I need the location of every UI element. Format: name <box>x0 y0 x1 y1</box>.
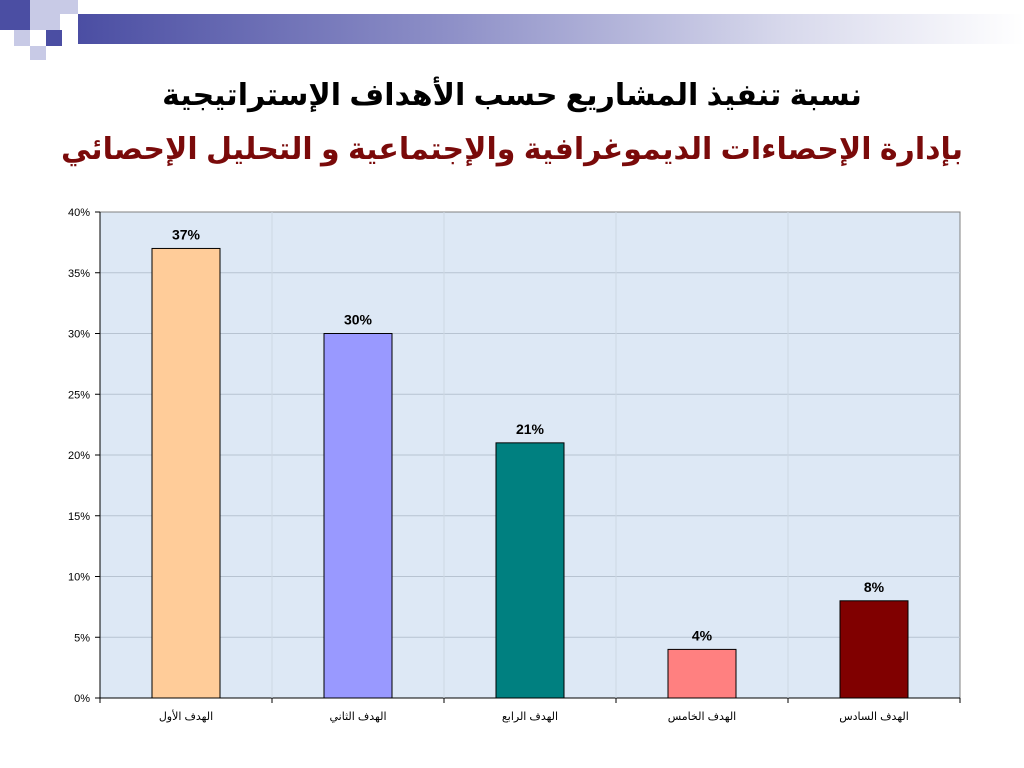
deco-square <box>30 46 46 60</box>
data-label: 21% <box>516 421 545 437</box>
y-tick-label: 5% <box>74 632 90 644</box>
category-label: الهدف الأول <box>159 709 213 723</box>
slide-decoration <box>0 0 1024 60</box>
data-label: 4% <box>692 627 713 643</box>
slide-title: نسبة تنفيذ المشاريع حسب الأهداف الإسترات… <box>162 79 862 112</box>
deco-square <box>46 30 62 46</box>
category-label: الهدف الرابع <box>502 711 558 723</box>
y-tick-label: 30% <box>68 329 90 341</box>
category-label: الهدف الخامس <box>668 711 737 723</box>
y-tick-label: 10% <box>68 572 90 584</box>
deco-square <box>30 0 60 30</box>
y-tick-label: 20% <box>68 450 90 462</box>
category-label: الهدف الثاني <box>329 711 386 723</box>
data-label: 30% <box>344 312 373 328</box>
category-label: الهدف السادس <box>839 711 909 723</box>
bar <box>495 442 565 699</box>
y-tick-label: 15% <box>68 511 90 523</box>
bar <box>839 600 909 699</box>
deco-square <box>0 0 30 30</box>
slide-subtitle: بإدارة الإحصاءات الديموغرافية والإجتماعي… <box>60 133 964 166</box>
bar <box>151 247 221 699</box>
y-tick-label: 40% <box>68 207 90 219</box>
deco-header-bar <box>78 14 1024 44</box>
y-tick-label: 25% <box>68 389 90 401</box>
data-label: 8% <box>864 579 885 595</box>
y-tick-label: 35% <box>68 268 90 280</box>
y-tick-label: 0% <box>74 693 90 705</box>
bar <box>323 333 393 699</box>
deco-square <box>60 0 78 14</box>
deco-square <box>14 30 30 46</box>
data-label: 37% <box>172 226 201 242</box>
bar <box>667 648 737 699</box>
